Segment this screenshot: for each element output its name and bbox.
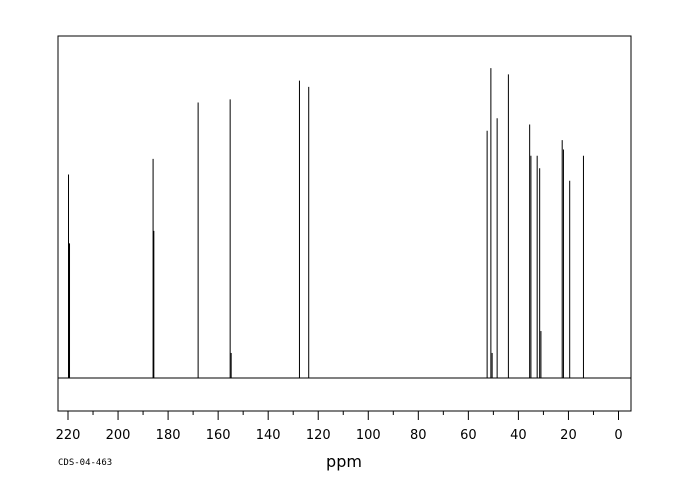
x-axis-label: ppm bbox=[326, 452, 362, 471]
x-axis-ticks: 220 200 180 160 140 120 100 80 60 40 20 0 bbox=[56, 411, 623, 443]
spectrum-peaks bbox=[68, 68, 584, 378]
x-tick-label: 100 bbox=[356, 428, 381, 443]
x-tick-label: 80 bbox=[410, 428, 427, 443]
x-tick-label: 200 bbox=[106, 428, 131, 443]
x-tick-label: 160 bbox=[206, 428, 231, 443]
x-tick-label: 180 bbox=[156, 428, 181, 443]
plot-frame bbox=[57, 35, 632, 412]
x-tick-label: 140 bbox=[256, 428, 281, 443]
x-tick-label: 40 bbox=[510, 428, 527, 443]
x-tick-label: 60 bbox=[460, 428, 477, 443]
x-tick-label: 120 bbox=[306, 428, 331, 443]
x-tick-label: 0 bbox=[614, 428, 622, 443]
spectrum-id-label: CDS-04-463 bbox=[58, 458, 112, 468]
x-tick-label: 220 bbox=[56, 428, 81, 443]
x-tick-label: 20 bbox=[560, 428, 577, 443]
